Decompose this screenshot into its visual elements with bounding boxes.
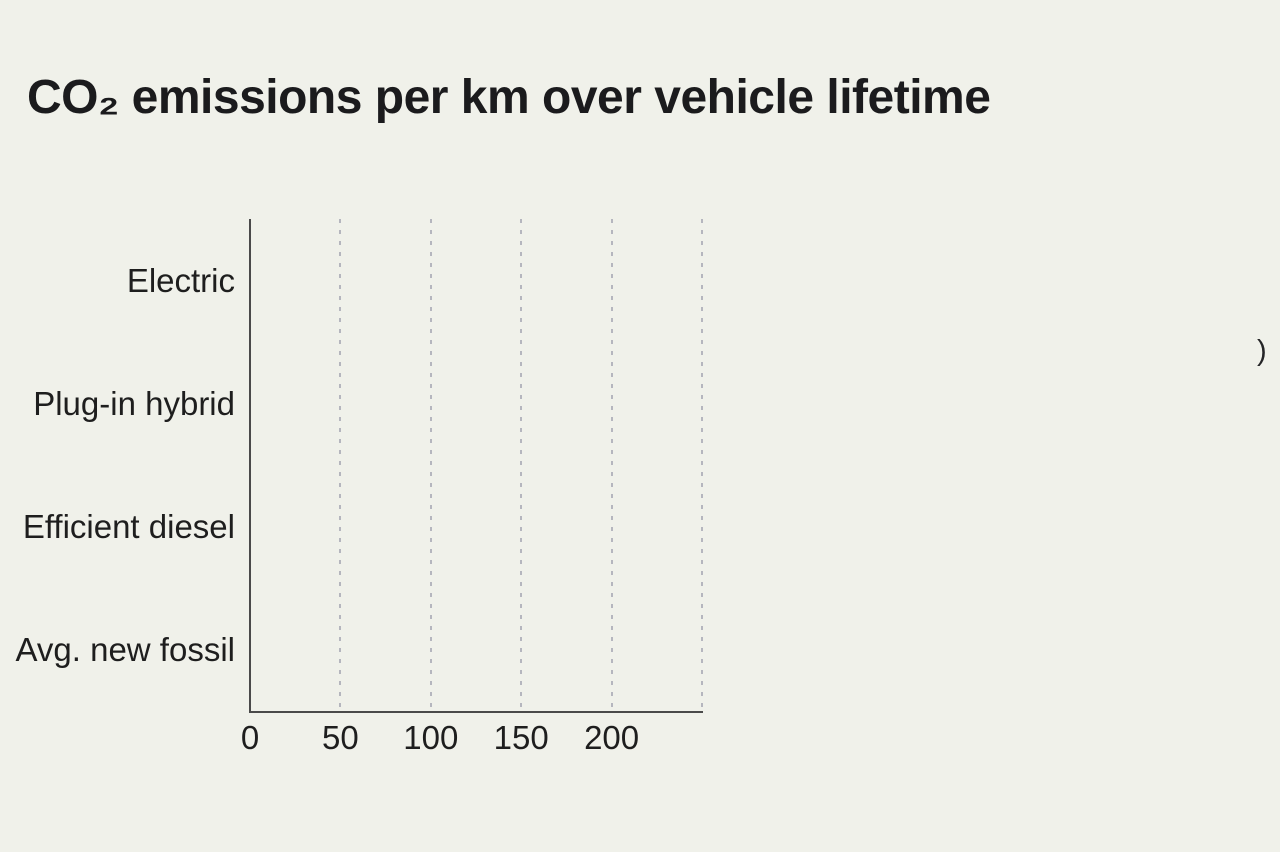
gridline [701, 219, 703, 710]
x-tick-label: 200 [584, 719, 640, 756]
x-axis-line [249, 711, 703, 713]
x-tick-label: 150 [493, 719, 549, 756]
category-row: Electric [0, 219, 235, 342]
gridline [520, 219, 522, 710]
y-category-label: Avg. new fossil [15, 631, 236, 669]
plot-area [250, 219, 703, 712]
incoming-subtitle-fragment: ) [1257, 335, 1267, 367]
y-category-label: Plug-in hybrid [33, 384, 235, 422]
y-axis-line [249, 219, 251, 713]
x-tick-label: 100 [403, 719, 459, 756]
x-tick-label: 50 [322, 719, 359, 756]
y-axis-category-labels: Electric Plug-in hybrid Efficient diesel Av… [0, 219, 236, 712]
gridline [339, 219, 341, 710]
category-row: Plug-in hybrid [0, 342, 235, 465]
y-category-label: Electric [126, 261, 235, 299]
gridline [430, 219, 432, 710]
chart-title: CO₂ emissions per km over vehicle lifeti… [27, 71, 991, 124]
y-category-label: Efficient diesel [22, 508, 235, 546]
x-tick-label: 0 [240, 719, 260, 756]
category-row: Avg. new fossil [0, 589, 236, 712]
gridline [611, 219, 613, 710]
category-row: Efficient diesel [0, 466, 235, 589]
